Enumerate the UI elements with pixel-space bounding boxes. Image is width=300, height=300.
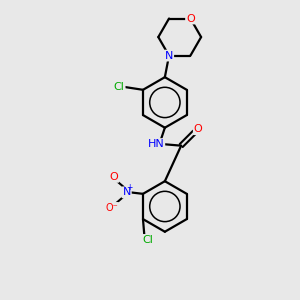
Text: O: O	[194, 124, 203, 134]
Text: Cl: Cl	[114, 82, 124, 92]
Text: +: +	[126, 182, 133, 191]
Text: HN: HN	[148, 139, 164, 149]
Text: O⁻: O⁻	[105, 203, 118, 213]
Text: Cl: Cl	[142, 235, 153, 245]
Text: N: N	[165, 51, 173, 61]
Text: O: O	[110, 172, 118, 182]
Text: N: N	[122, 188, 131, 197]
Text: O: O	[186, 14, 195, 23]
